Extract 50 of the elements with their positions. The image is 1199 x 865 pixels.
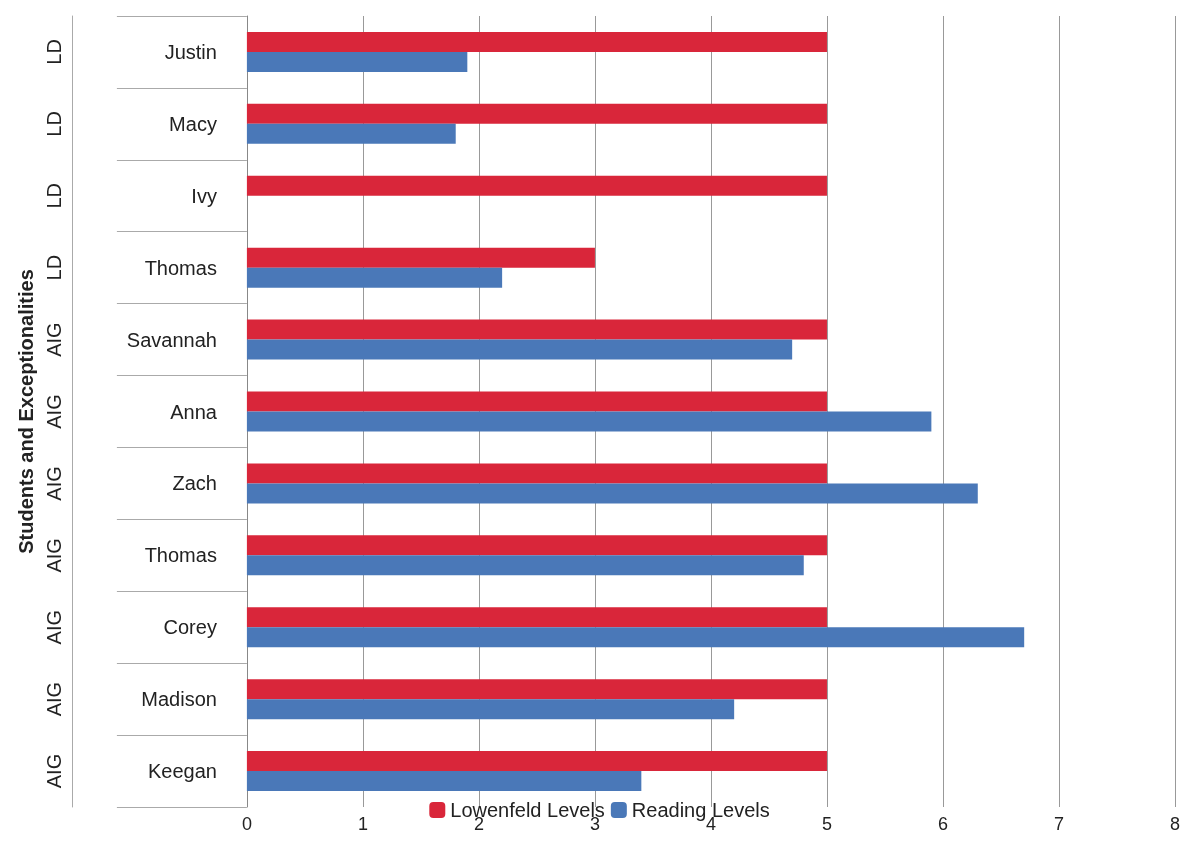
y-tick-label: Savannah xyxy=(126,328,217,351)
y-tick-label: Zach xyxy=(172,472,217,495)
y-axis-title: Students and Exceptionalities xyxy=(15,269,37,554)
bar xyxy=(246,411,932,432)
bar xyxy=(246,267,503,288)
y2-tick-label: AIG xyxy=(42,466,65,501)
y2-tick-label: LD xyxy=(42,254,65,281)
bar xyxy=(246,679,827,700)
x-tick-label: 8 xyxy=(1169,814,1181,834)
bar xyxy=(246,751,827,772)
bar xyxy=(246,627,1025,648)
y-tick-label: Corey xyxy=(163,616,217,639)
x-tick-label: 7 xyxy=(1053,814,1064,834)
bar xyxy=(246,555,804,576)
y2-tick-label: AIG xyxy=(42,610,65,645)
bar xyxy=(246,123,456,144)
y-tick-label: Macy xyxy=(169,112,217,135)
y-tick-label: Thomas xyxy=(144,544,217,567)
bar xyxy=(246,699,735,720)
x-tick-label: 5 xyxy=(821,814,832,834)
x-tick-label: 0 xyxy=(241,814,252,834)
bar xyxy=(246,103,827,124)
y2-tick-label: AIG xyxy=(42,394,65,429)
bar xyxy=(246,607,827,628)
bar xyxy=(246,339,793,360)
bar xyxy=(246,247,595,268)
y-tick-label: Ivy xyxy=(191,184,217,207)
y-tick-label: Thomas xyxy=(144,256,217,279)
x-tick-label: 1 xyxy=(357,814,368,834)
bar xyxy=(246,483,978,504)
y2-tick-label: AIG xyxy=(42,322,65,357)
x-tick-label: 6 xyxy=(937,814,948,834)
bar xyxy=(246,535,827,556)
y2-tick-label: AIG xyxy=(42,538,65,573)
y-tick-label: Madison xyxy=(141,688,217,711)
y-tick-label: Anna xyxy=(170,400,218,423)
y2-tick-label: LD xyxy=(42,39,65,65)
bar xyxy=(246,31,827,52)
bar xyxy=(246,463,827,484)
bar xyxy=(246,51,468,72)
bar xyxy=(246,391,827,412)
y2-tick-label: AIG xyxy=(42,753,65,789)
bar xyxy=(246,771,642,792)
y2-tick-label: LD xyxy=(42,182,65,209)
bar xyxy=(246,175,827,196)
bar xyxy=(246,319,827,340)
y2-tick-label: LD xyxy=(42,111,65,137)
y2-tick-label: AIG xyxy=(42,681,65,717)
y-tick-label: Justin xyxy=(164,40,217,63)
y-tick-label: Keegan xyxy=(147,760,217,783)
